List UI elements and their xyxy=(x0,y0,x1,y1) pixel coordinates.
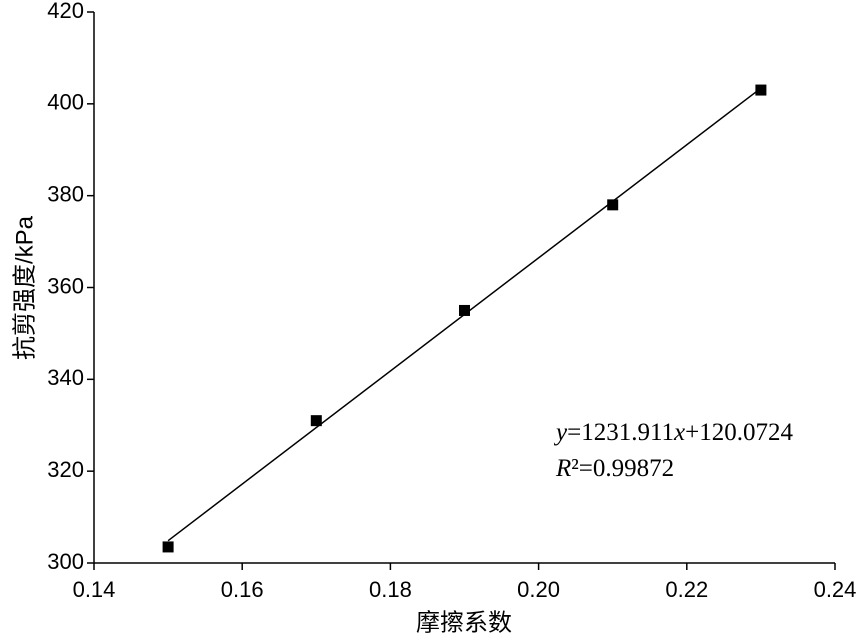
annotation-part: ²=0.99872 xyxy=(571,455,674,482)
data-point xyxy=(607,199,619,211)
data-point xyxy=(162,541,174,553)
y-tick-label: 300 xyxy=(47,549,84,574)
x-tick-label: 0.18 xyxy=(369,577,412,602)
x-tick-label: 0.24 xyxy=(814,577,857,602)
data-point xyxy=(310,415,322,427)
data-point xyxy=(459,304,470,316)
annotation-part: x xyxy=(673,419,685,446)
annotation-part: R xyxy=(555,455,571,482)
x-tick-label: 0.22 xyxy=(665,577,708,602)
annotation-part: =1231.911 xyxy=(567,419,674,446)
annotation-part: +120.0724 xyxy=(685,419,793,446)
y-tick-label: 340 xyxy=(47,365,84,390)
data-point xyxy=(755,84,767,96)
annotation: y=1231.911x+120.0724 xyxy=(553,419,793,446)
y-tick-label: 380 xyxy=(47,181,84,206)
fit-line xyxy=(167,87,762,542)
annotation-part: y xyxy=(553,419,568,446)
x-tick-label: 0.20 xyxy=(517,577,560,602)
annotation: R²=0.99872 xyxy=(555,455,674,482)
y-tick-label: 320 xyxy=(47,457,84,482)
y-axis-label: 抗剪强度/kPa xyxy=(11,215,38,360)
x-tick-label: 0.14 xyxy=(73,577,116,602)
y-tick-label: 360 xyxy=(47,273,84,298)
y-tick-label: 420 xyxy=(47,0,84,23)
x-axis-label: 摩擦系数 xyxy=(416,609,512,636)
y-tick-label: 400 xyxy=(47,90,84,115)
x-tick-label: 0.16 xyxy=(221,577,264,602)
